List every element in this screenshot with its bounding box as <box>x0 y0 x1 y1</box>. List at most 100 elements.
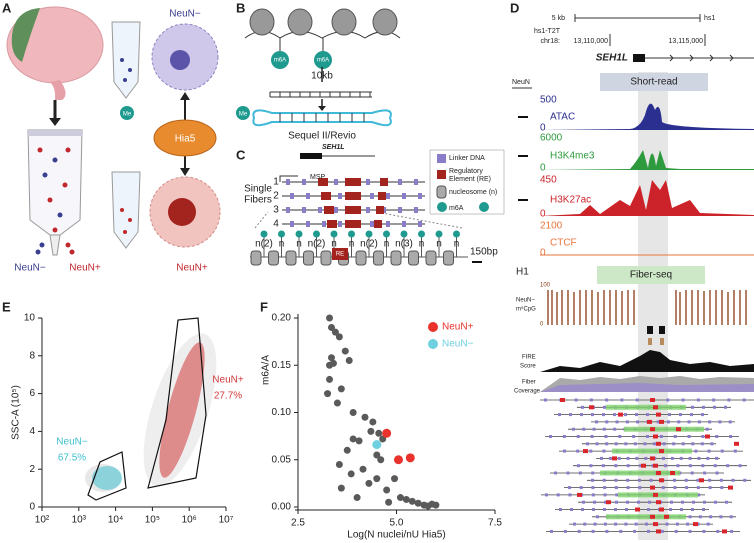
linker-label: n <box>436 239 442 250</box>
nucleosome <box>425 250 437 266</box>
linker <box>667 420 670 424</box>
linker <box>386 221 390 227</box>
linker <box>669 508 672 511</box>
re-block <box>345 220 361 228</box>
linker <box>366 179 370 185</box>
panel-label: A <box>2 0 12 15</box>
legend-label: m6A <box>449 205 464 212</box>
linker <box>646 435 649 438</box>
re-block <box>656 471 661 475</box>
linker <box>414 207 418 213</box>
fire-element <box>600 470 680 476</box>
linker <box>643 442 647 446</box>
linker <box>718 420 722 424</box>
x-tick-label: 5.0 <box>390 518 404 529</box>
fire-element <box>606 404 686 410</box>
re-block <box>327 220 337 228</box>
linker <box>725 500 728 504</box>
scale-label: 150bp <box>470 247 498 258</box>
re-block <box>318 178 328 186</box>
linker <box>545 493 548 497</box>
linker <box>670 456 674 460</box>
linker <box>648 500 651 504</box>
x-tick-label: 7.5 <box>488 518 502 529</box>
linker <box>615 420 619 424</box>
gate <box>147 317 207 489</box>
linker <box>697 493 701 497</box>
re-block <box>577 492 582 497</box>
track-scale: 500 <box>540 95 557 106</box>
linker <box>677 420 681 424</box>
re-block <box>705 434 710 439</box>
linker <box>635 413 638 417</box>
linker <box>705 427 709 431</box>
linker <box>719 515 723 519</box>
population-name: NeuN− <box>56 437 88 448</box>
linker <box>605 420 609 424</box>
linker <box>696 398 700 402</box>
linker <box>634 522 638 526</box>
linker <box>702 529 706 533</box>
linker <box>702 508 705 511</box>
linker <box>574 398 578 402</box>
linker <box>639 464 643 468</box>
fiber-number: 3 <box>273 205 279 216</box>
linker <box>603 522 607 526</box>
linker <box>595 442 599 446</box>
linker <box>589 398 593 402</box>
population-events <box>92 466 122 490</box>
linker <box>306 193 310 199</box>
panel-a-art <box>6 6 250 256</box>
y-tick-label: 10 <box>24 313 36 324</box>
track-label: ATAC <box>550 112 575 123</box>
linker <box>662 442 666 446</box>
linker <box>582 427 586 431</box>
x-tick-label: 10⁴ <box>108 515 123 526</box>
fire-element <box>606 514 686 520</box>
track-label: CTCF <box>550 238 577 249</box>
nucleosome <box>390 250 402 266</box>
point <box>377 456 385 464</box>
track-label: H3K4me3 <box>550 151 595 162</box>
linker <box>673 486 677 490</box>
linker <box>738 464 742 468</box>
nucleosome <box>320 250 332 266</box>
linker <box>595 420 598 424</box>
point <box>333 399 341 407</box>
linker <box>697 420 701 424</box>
linker <box>626 478 630 482</box>
fire-element <box>624 426 704 432</box>
linker <box>696 486 700 490</box>
panel-label: F <box>260 299 268 314</box>
track-scale: 450 <box>540 175 557 186</box>
linker <box>613 427 617 431</box>
re-block <box>560 398 565 402</box>
linker <box>570 508 573 511</box>
linker <box>370 193 374 199</box>
linker <box>633 442 637 446</box>
point <box>373 451 381 459</box>
linker <box>661 486 665 490</box>
re-block <box>728 485 733 490</box>
x-tick-label: 10⁶ <box>182 515 197 526</box>
linker <box>645 522 648 526</box>
linker <box>614 486 618 490</box>
linker <box>602 449 606 453</box>
linker <box>398 179 402 185</box>
linker <box>590 435 594 438</box>
linker <box>624 413 627 417</box>
linker <box>614 508 617 511</box>
linker <box>596 515 599 519</box>
point <box>365 479 373 487</box>
population-percent: 27.7% <box>214 391 242 402</box>
re-block <box>650 456 655 461</box>
linker <box>586 442 589 446</box>
point <box>335 333 343 341</box>
linker <box>604 500 607 504</box>
gene-name: SEH1L <box>596 53 628 64</box>
point <box>369 418 377 426</box>
linker <box>302 179 306 185</box>
legend-marker <box>428 339 438 349</box>
linker <box>593 500 596 504</box>
panel-label: E <box>2 299 11 314</box>
